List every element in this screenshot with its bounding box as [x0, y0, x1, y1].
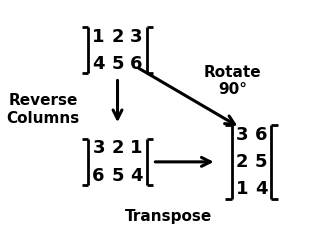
Text: 5: 5 [255, 153, 267, 171]
Text: Transpose: Transpose [125, 209, 212, 224]
Text: 6: 6 [255, 126, 267, 144]
Text: 1: 1 [236, 180, 248, 198]
Text: Rotate
90°: Rotate 90° [204, 65, 261, 97]
Text: 3: 3 [236, 126, 248, 144]
Text: 4: 4 [92, 55, 105, 73]
Text: 3: 3 [92, 139, 105, 157]
Text: 2: 2 [111, 139, 124, 157]
Text: 5: 5 [111, 166, 124, 184]
Text: 4: 4 [130, 166, 143, 184]
Text: 6: 6 [92, 166, 105, 184]
Text: 5: 5 [111, 55, 124, 73]
Text: 1: 1 [130, 139, 143, 157]
Text: 2: 2 [236, 153, 248, 171]
Text: 6: 6 [130, 55, 143, 73]
Text: 2: 2 [111, 28, 124, 46]
Text: 4: 4 [255, 180, 267, 198]
Text: Reverse
Columns: Reverse Columns [7, 93, 80, 126]
Text: 1: 1 [92, 28, 105, 46]
Text: 3: 3 [130, 28, 143, 46]
